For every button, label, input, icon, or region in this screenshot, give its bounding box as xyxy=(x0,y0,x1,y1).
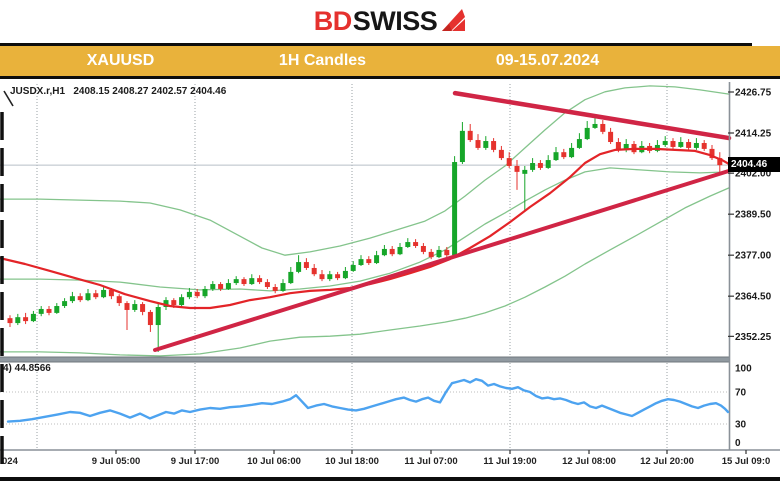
svg-text:2426.75: 2426.75 xyxy=(735,88,772,99)
svg-text:12 Jul 20:00: 12 Jul 20:00 xyxy=(640,456,694,467)
price-axis: 2426.75 2414.25 2402.00 2389.50 2377.00 2364.… xyxy=(728,88,772,449)
svg-text:10 Jul 06:00: 10 Jul 06:00 xyxy=(247,456,301,467)
left-edge-marks xyxy=(0,90,14,472)
banner-bottom-border xyxy=(0,76,780,79)
svg-text:2402.00: 2402.00 xyxy=(735,169,772,180)
svg-text:024: 024 xyxy=(2,456,19,467)
chart-frame xyxy=(0,82,780,451)
svg-text:100: 100 xyxy=(735,364,752,375)
banner-daterange: 09-15.07.2024 xyxy=(404,46,691,76)
svg-text:9 Jul 05:00: 9 Jul 05:00 xyxy=(92,456,141,467)
brand-bd-text: BD xyxy=(313,6,353,36)
svg-text:0: 0 xyxy=(735,438,741,449)
svg-text:15 Jul 09:0: 15 Jul 09:0 xyxy=(722,456,771,467)
svg-text:2414.25: 2414.25 xyxy=(735,129,772,140)
candles-layer xyxy=(7,118,723,352)
image-bottom-border xyxy=(0,477,780,481)
svg-text:30: 30 xyxy=(735,420,747,431)
red-moving-average xyxy=(0,147,731,310)
banner-top-border xyxy=(0,43,752,46)
trendlines xyxy=(153,90,732,352)
svg-text:2364.50: 2364.50 xyxy=(735,292,772,303)
svg-text:12 Jul 08:00: 12 Jul 08:00 xyxy=(562,456,616,467)
bdswiss-logo: BD SWISS xyxy=(0,6,780,36)
current-price-tag: 2404.46 xyxy=(728,157,780,172)
svg-text:11 Jul 19:00: 11 Jul 19:00 xyxy=(483,456,536,467)
brand-swiss-text: SWISS xyxy=(352,6,438,36)
rsi-readout-label: 4) 44.8566 xyxy=(3,363,51,374)
banner-symbol: XAUUSD xyxy=(0,46,241,76)
chart-info-line: JUSDX.r,H1 2408.15 2408.27 2402.57 2404.… xyxy=(10,86,227,97)
rsi-line xyxy=(6,378,730,423)
svg-text:10 Jul 18:00: 10 Jul 18:00 xyxy=(325,456,379,467)
summary-banner: XAUUSD 1H Candles 09-15.07.2024 xyxy=(0,46,780,76)
time-axis: 024 9 Jul 05:00 9 Jul 17:00 10 Jul 06:00 10 … xyxy=(2,450,770,467)
rocket-arrow-icon xyxy=(442,9,466,31)
svg-text:2352.25: 2352.25 xyxy=(735,332,772,343)
banner-timeframe: 1H Candles xyxy=(244,46,401,76)
svg-text:2377.00: 2377.00 xyxy=(735,251,772,262)
svg-text:2389.50: 2389.50 xyxy=(735,210,772,221)
svg-text:70: 70 xyxy=(735,388,747,399)
gridlines-layer xyxy=(0,84,729,449)
banner-empty-cell xyxy=(694,46,780,76)
svg-text:11 Jul 07:00: 11 Jul 07:00 xyxy=(404,456,457,467)
svg-text:9 Jul 17:00: 9 Jul 17:00 xyxy=(171,456,220,467)
bollinger-bands xyxy=(0,85,730,357)
